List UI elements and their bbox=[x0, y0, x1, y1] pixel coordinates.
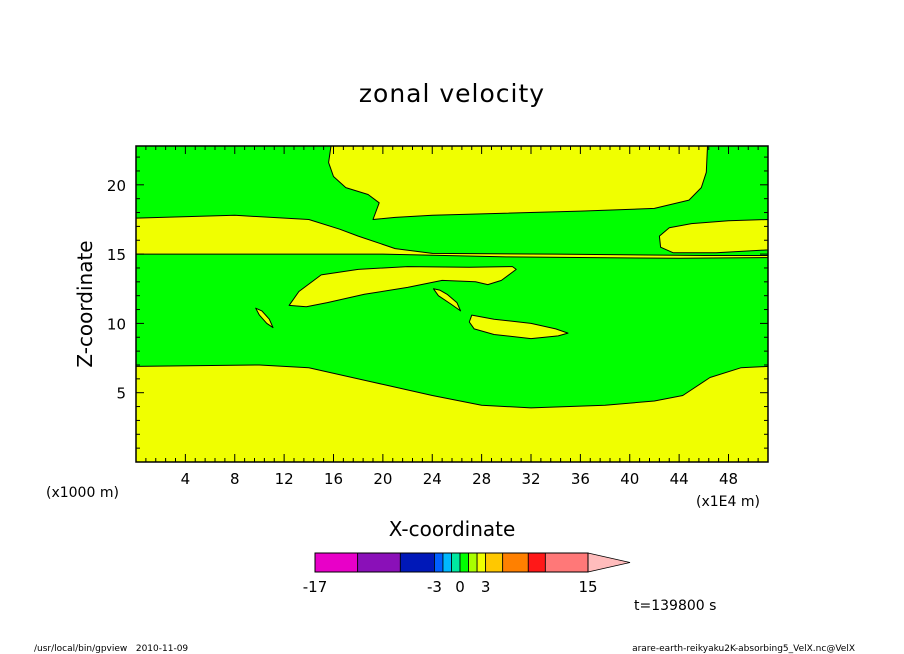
colorbar-segment bbox=[399, 552, 435, 573]
colorbar-segment bbox=[434, 552, 444, 573]
colorbar-segment bbox=[544, 552, 589, 573]
y-tick-label: 5 bbox=[116, 385, 126, 403]
contour-region-2 bbox=[328, 145, 708, 220]
x-tick-label: 28 bbox=[472, 470, 491, 488]
x-tick-label: 12 bbox=[275, 470, 294, 488]
time-label: t=139800 s bbox=[634, 598, 716, 614]
x-axis-label: X-coordinate bbox=[389, 517, 516, 541]
colorbar-segment bbox=[485, 552, 504, 573]
colorbar-frame bbox=[314, 552, 589, 573]
x-tick-label: 20 bbox=[373, 470, 392, 488]
x-tick-label: 16 bbox=[324, 470, 343, 488]
footer-right: arare-earth-reikyaku2K-absorbing5_VelX.n… bbox=[632, 644, 855, 654]
contour-regions bbox=[135, 145, 769, 463]
contour-region-4 bbox=[288, 266, 517, 308]
x-tick-label: 48 bbox=[719, 470, 738, 488]
chart-title: zonal velocity bbox=[359, 79, 545, 108]
y-tick-label: 15 bbox=[107, 246, 126, 264]
contour-region-6 bbox=[433, 288, 462, 312]
colorbar-segment bbox=[442, 552, 452, 573]
contour-region-1 bbox=[135, 214, 769, 259]
colorbar-tick-label: 3 bbox=[481, 578, 491, 596]
y-tick-label: 10 bbox=[107, 315, 126, 333]
colorbar-segment bbox=[459, 552, 469, 573]
x-unit-right-label: (x1E4 m) bbox=[696, 494, 760, 510]
x-tick-label: 8 bbox=[230, 470, 240, 488]
x-tick-label: 44 bbox=[670, 470, 689, 488]
x-tick-label: 4 bbox=[181, 470, 191, 488]
colorbar-segment bbox=[476, 552, 487, 573]
x-tick-label: 32 bbox=[521, 470, 540, 488]
colorbar: -17 -3 0 3 15 bbox=[303, 552, 631, 596]
x-tick-label: 40 bbox=[620, 470, 639, 488]
y-tick-label: 20 bbox=[107, 177, 126, 195]
contour-region-0 bbox=[135, 364, 769, 463]
footer-left: /usr/local/bin/gpview 2010-11-09 bbox=[34, 644, 188, 654]
colorbar-tick-label: 0 bbox=[455, 578, 465, 596]
x-unit-left-label: (x1000 m) bbox=[46, 485, 119, 501]
colorbar-segment bbox=[451, 552, 461, 573]
colorbar-tick-label: -17 bbox=[303, 578, 328, 596]
colorbar-tick-label: -3 bbox=[427, 578, 442, 596]
x-tick-label: 36 bbox=[571, 470, 590, 488]
colorbar-segment bbox=[357, 552, 401, 573]
colorbar-arrow bbox=[587, 552, 631, 573]
colorbar-segment bbox=[468, 552, 478, 573]
contour-region-7 bbox=[468, 314, 569, 340]
colorbar-tick-label: 15 bbox=[578, 578, 597, 596]
y-axis-label: Z-coordinate bbox=[73, 240, 97, 367]
x-tick-label: 24 bbox=[423, 470, 442, 488]
colorbar-segment bbox=[314, 552, 359, 573]
contour-region-5 bbox=[255, 307, 274, 329]
colorbar-segment bbox=[502, 552, 529, 573]
contour-region-3 bbox=[658, 219, 769, 254]
colorbar-segment bbox=[527, 552, 546, 573]
